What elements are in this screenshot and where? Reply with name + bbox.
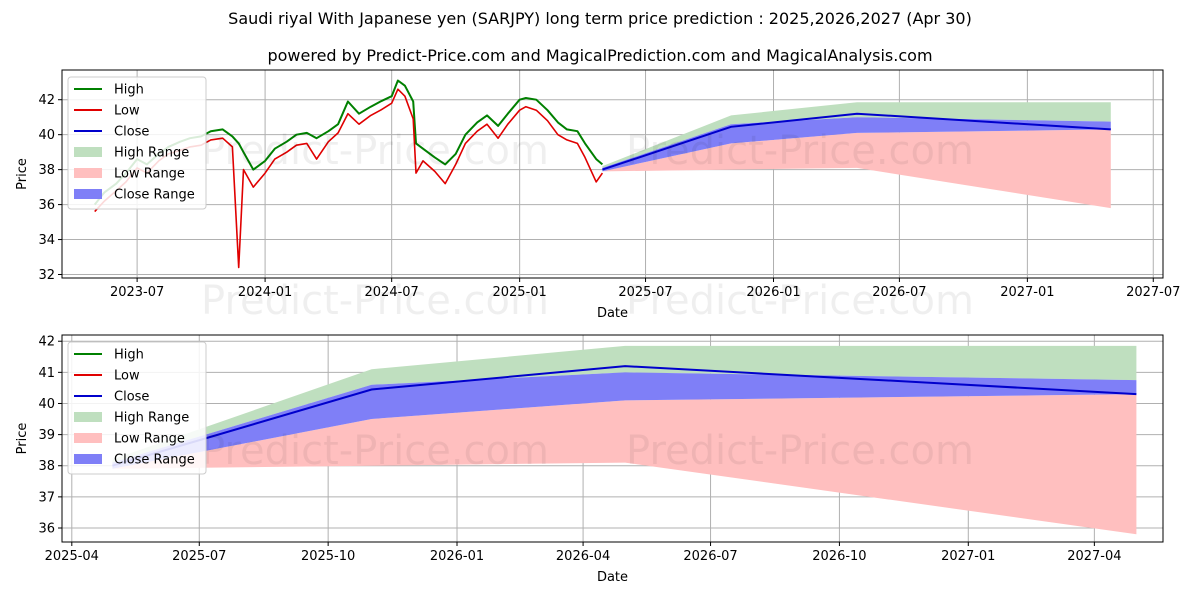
x-axis-label: Date	[597, 570, 628, 585]
low-range-band	[112, 394, 1137, 535]
y-tick-label: 38	[38, 459, 55, 474]
legend-patch-swatch	[74, 412, 102, 422]
y-tick-label: 38	[38, 163, 55, 178]
legend-patch-swatch	[74, 189, 102, 199]
legend: High Low Close High Range Low Range Close Ran…	[67, 76, 207, 210]
y-tick-label: 42	[38, 93, 55, 108]
legend-box	[67, 341, 207, 475]
plot-area	[112, 345, 1137, 535]
chart-panel-1: 2023-07 2024-01 2024-07 2025-01 2025-07 2026-…	[15, 69, 1180, 324]
legend-patch-swatch	[74, 147, 102, 157]
y-tick-label: 36	[38, 198, 55, 213]
x-tick-label: 2026-10	[812, 549, 866, 564]
x-tick-label: 2023-07	[110, 285, 164, 300]
y-tick-label: 39	[38, 428, 55, 443]
watermark-text: Predict-Price.com	[201, 278, 549, 324]
x-tick-label: 2026-01	[430, 549, 484, 564]
x-tick-label: 2025-10	[301, 549, 355, 564]
y-tick-label: 34	[38, 233, 55, 248]
y-tick-label: 40	[38, 397, 55, 412]
legend-label: High Range	[114, 146, 189, 161]
legend-patch-swatch	[74, 433, 102, 443]
legend-label: Close Range	[114, 453, 195, 468]
watermark-text: Predict-Price.com	[626, 128, 974, 174]
x-tick-label: 2026-07	[683, 549, 737, 564]
close-forecast-line	[112, 365, 1137, 467]
x-tick-label: 2024-07	[365, 285, 419, 300]
plot-area	[93, 79, 1111, 269]
x-tick-label: 2026-04	[556, 549, 610, 564]
close-forecast-line	[602, 112, 1111, 171]
x-tick-label: 2026-01	[746, 285, 800, 300]
close-range-band	[112, 372, 1137, 469]
legend-label: High Range	[114, 411, 189, 426]
x-tick-label: 2027-04	[1067, 549, 1121, 564]
watermark-text: Predict-Price.com	[201, 128, 549, 174]
x-tick-label: 2027-01	[1000, 285, 1054, 300]
legend-label: Low Range	[114, 432, 185, 447]
y-tick-label: 42	[38, 335, 55, 350]
x-tick-label: 2025-01	[492, 285, 546, 300]
x-tick-label: 2025-04	[45, 549, 99, 564]
high-range-band	[602, 102, 1111, 168]
legend-label: Close	[114, 125, 149, 140]
legend-label: Close Range	[114, 188, 195, 203]
chart-subtitle: powered by Predict-Price.com and Magical…	[267, 46, 933, 65]
plot-frame	[61, 334, 1164, 543]
legend-label: Low	[114, 104, 140, 119]
x-tick-label: 2026-07	[872, 285, 926, 300]
legend: High Low Close High Range Low Range Close Ran…	[67, 341, 207, 475]
y-tick-label: 37	[38, 490, 55, 505]
chart-title: Saudi riyal With Japanese yen (SARJPY) l…	[228, 9, 972, 28]
legend-label: Low	[114, 369, 140, 384]
y-axis-label: Price	[15, 158, 30, 190]
legend-patch-swatch	[74, 454, 102, 464]
y-axis-label: Price	[15, 423, 30, 455]
x-tick-label: 2024-01	[238, 285, 292, 300]
high-range-band	[112, 345, 1137, 463]
x-tick-label: 2027-07	[1126, 285, 1180, 300]
watermark-text: Predict-Price.com	[201, 428, 549, 474]
close-range-band	[602, 117, 1111, 172]
x-tick-label: 2025-07	[618, 285, 672, 300]
watermark-text: Predict-Price.com	[626, 428, 974, 474]
x-tick-label: 2027-01	[941, 549, 995, 564]
plot-frame	[61, 69, 1164, 279]
y-tick-label: 32	[38, 268, 55, 283]
legend-patch-swatch	[74, 168, 102, 178]
x-axis-label: Date	[597, 306, 628, 321]
y-tick-label: 36	[38, 521, 55, 536]
legend-label: High	[114, 83, 144, 98]
legend-box	[67, 76, 207, 210]
chart-panel-2: 2025-04 2025-07 2025-10 2026-01 2026-04 2026-…	[15, 334, 1164, 585]
legend-label: Low Range	[114, 167, 185, 182]
legend-label: Close	[114, 390, 149, 405]
y-tick-label: 40	[38, 128, 55, 143]
low-range-band	[602, 129, 1111, 209]
legend-label: High	[114, 348, 144, 363]
x-tick-label: 2025-07	[172, 549, 226, 564]
watermark-text: Predict-Price.com	[626, 278, 974, 324]
y-tick-label: 41	[38, 366, 55, 381]
